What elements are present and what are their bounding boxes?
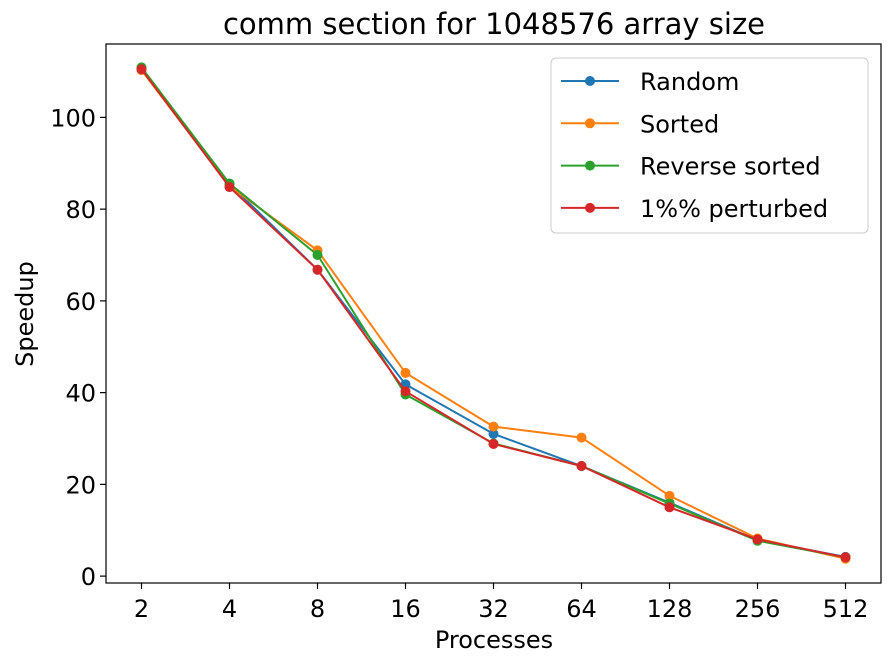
legend: Random Sorted Reverse sorted 1%% perturbed bbox=[550, 57, 869, 234]
y-tick-label-20: 20 bbox=[65, 471, 96, 499]
data-point-sorted-32 bbox=[488, 421, 499, 432]
legend-swatch-marker-sorted bbox=[585, 118, 595, 129]
x-tick-label-2: 2 bbox=[134, 595, 149, 623]
data-point-1-perturbed-64 bbox=[576, 461, 587, 472]
legend-label-reverse-sorted: Reverse sorted bbox=[640, 153, 821, 181]
y-tick-label-80: 80 bbox=[65, 196, 96, 224]
data-point-1-perturbed-8 bbox=[312, 264, 323, 275]
legend-entry-sorted: Sorted bbox=[561, 110, 719, 138]
legend-entry-reverse-sorted: Reverse sorted bbox=[561, 153, 821, 181]
y-tick-label-60: 60 bbox=[65, 288, 96, 316]
data-point-1-perturbed-4 bbox=[224, 182, 235, 193]
legend-label-random: Random bbox=[640, 68, 739, 96]
y-axis-title: Speedup bbox=[11, 261, 39, 367]
data-point-1-perturbed-32 bbox=[488, 439, 499, 450]
data-point-sorted-64 bbox=[576, 432, 587, 443]
data-point-reverse-sorted-8 bbox=[312, 250, 323, 261]
x-tick-label-128: 128 bbox=[647, 595, 693, 623]
data-point-sorted-128 bbox=[664, 490, 675, 501]
x-tick-label-256: 256 bbox=[735, 595, 781, 623]
legend-swatch-marker-random bbox=[585, 76, 595, 86]
y-tick-label-0: 0 bbox=[81, 563, 96, 591]
data-point-random-32 bbox=[488, 428, 499, 439]
x-tick-label-32: 32 bbox=[478, 595, 509, 623]
legend-swatch-marker-reverse-sorted bbox=[585, 160, 595, 171]
x-tick-label-512: 512 bbox=[823, 595, 869, 623]
x-tick-label-64: 64 bbox=[566, 595, 597, 623]
data-point-1-perturbed-16 bbox=[400, 386, 411, 397]
x-axis-title: Processes bbox=[435, 626, 553, 654]
legend-entry-random: Random bbox=[561, 68, 739, 96]
axes: 2 4 8 16 32 64 128 256 512 0 20 40 60 80 100 bbox=[50, 104, 868, 623]
series-1-perturbed bbox=[136, 64, 851, 563]
x-tick-label-16: 16 bbox=[390, 595, 421, 623]
plot-area bbox=[136, 62, 851, 564]
y-tick-label-100: 100 bbox=[50, 104, 96, 132]
y-tick-label-40: 40 bbox=[65, 380, 96, 408]
x-tick-label-8: 8 bbox=[310, 595, 325, 623]
data-point-1-perturbed-256 bbox=[752, 534, 763, 545]
legend-swatch-marker-1-perturbed bbox=[585, 202, 595, 213]
data-point-sorted-16 bbox=[400, 367, 411, 378]
legend-label-sorted: Sorted bbox=[640, 110, 719, 138]
data-point-1-perturbed-512 bbox=[840, 552, 851, 563]
data-point-1-perturbed-2 bbox=[136, 64, 147, 75]
chart-title: comm section for 1048576 array size bbox=[223, 7, 765, 41]
legend-label-1-perturbed: 1%% perturbed bbox=[640, 195, 828, 223]
legend-entry-1-perturbed: 1%% perturbed bbox=[561, 195, 828, 223]
legend-box bbox=[550, 57, 869, 234]
x-tick-label-4: 4 bbox=[222, 595, 237, 623]
data-point-1-perturbed-128 bbox=[664, 502, 675, 513]
